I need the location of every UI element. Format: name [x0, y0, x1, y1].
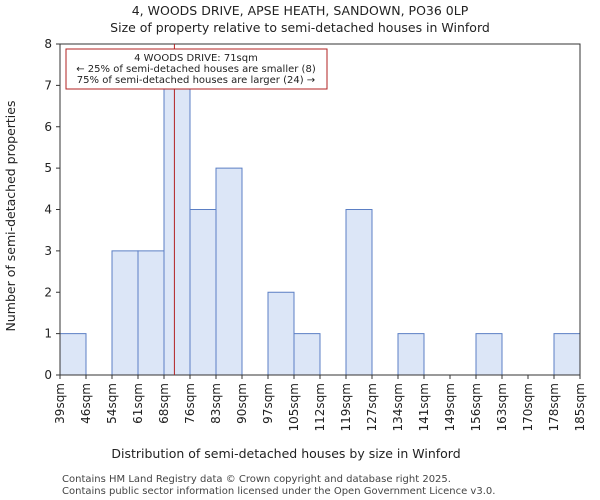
x-tick-label-163sqm: 163sqm	[495, 383, 509, 431]
x-tick-label-61sqm: 61sqm	[131, 383, 145, 424]
bar-178sqm	[553, 333, 581, 376]
x-tick-label-141sqm: 141sqm	[417, 383, 431, 431]
x-tick-label-149sqm: 149sqm	[443, 383, 457, 431]
chart-subtitle: Size of property relative to semi-detach…	[110, 20, 490, 35]
y-tick-label: 4	[44, 203, 52, 217]
y-axis-label: Number of semi-detached properties	[3, 101, 18, 332]
bar-156sqm	[475, 333, 503, 376]
x-tick-label-39sqm: 39sqm	[53, 383, 67, 424]
x-tick-label-46sqm: 46sqm	[79, 383, 93, 424]
x-tick-label-178sqm: 178sqm	[547, 383, 561, 431]
bar-39sqm	[59, 333, 87, 376]
bars-group	[59, 84, 581, 376]
y-ticks-group: 0 1 2 3 4 5 6 7 8	[44, 37, 60, 382]
x-tick-label-119sqm: 119sqm	[339, 383, 353, 431]
y-tick-label: 2	[44, 285, 52, 299]
bar-97sqm	[267, 291, 295, 376]
bar-68sqm	[163, 84, 191, 376]
bar-54sqm	[111, 250, 139, 376]
footer-line-2: Contains public sector information licen…	[62, 486, 495, 497]
x-tick-label-170sqm: 170sqm	[521, 383, 535, 431]
annotation-frame	[65, 48, 328, 90]
y-tick-label: 0	[44, 368, 52, 382]
x-tick-label-54sqm: 54sqm	[105, 383, 119, 424]
x-ticks-group: 39sqm 46sqm 54sqm 61sqm 68sqm 76sqm 83sqm 90sqm…	[53, 375, 587, 431]
bar-83sqm	[215, 167, 243, 376]
x-tick-label-97sqm: 97sqm	[261, 383, 275, 424]
x-tick-label-112sqm: 112sqm	[313, 383, 327, 431]
y-tick-label: 5	[44, 161, 52, 175]
y-tick-label: 6	[44, 120, 52, 134]
bar-134sqm	[397, 333, 425, 376]
bar-105sqm	[293, 333, 321, 376]
footer-line-1: Contains HM Land Registry data © Crown c…	[62, 474, 451, 485]
annotation-line-1: 4 WOODS DRIVE: 71sqm	[134, 53, 258, 64]
x-tick-label-76sqm: 76sqm	[183, 383, 197, 424]
plot-frame	[59, 43, 581, 376]
y-tick-label: 1	[44, 327, 52, 341]
chart-title: 4, WOODS DRIVE, APSE HEATH, SANDOWN, PO3…	[132, 3, 469, 18]
bar-119sqm	[345, 209, 373, 376]
x-tick-label-156sqm: 156sqm	[469, 383, 483, 431]
x-tick-label-83sqm: 83sqm	[209, 383, 223, 424]
x-tick-label-185sqm: 185sqm	[573, 383, 587, 431]
x-tick-label-68sqm: 68sqm	[157, 383, 171, 424]
annotation-box: 4 WOODS DRIVE: 71sqm ← 25% of semi-detac…	[65, 48, 328, 90]
x-tick-label-127sqm: 127sqm	[365, 383, 379, 431]
x-tick-label-105sqm: 105sqm	[287, 383, 301, 431]
y-tick-label: 3	[44, 244, 52, 258]
y-tick-label: 7	[44, 78, 52, 92]
annotation-line-3: 75% of semi-detached houses are larger (…	[77, 75, 315, 86]
annotation-line-2: ← 25% of semi-detached houses are smalle…	[76, 64, 316, 75]
y-tick-label: 8	[44, 37, 52, 51]
x-tick-label-134sqm: 134sqm	[391, 383, 405, 431]
x-axis-label: Distribution of semi-detached houses by …	[111, 446, 460, 461]
x-tick-label-90sqm: 90sqm	[235, 383, 249, 424]
bar-61sqm	[137, 250, 165, 376]
bar-76sqm	[189, 209, 217, 376]
